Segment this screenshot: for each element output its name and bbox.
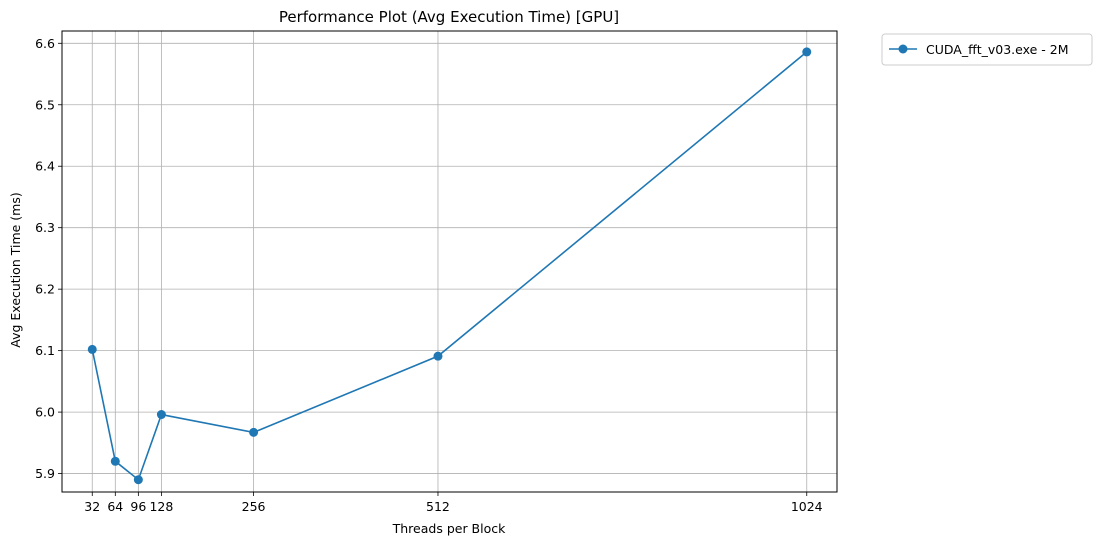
- y-tick-label: 6.0: [35, 405, 55, 420]
- legend: CUDA_fft_v03.exe - 2M: [881, 33, 1093, 66]
- y-tick-label: 6.3: [35, 220, 55, 235]
- data-point: [133, 475, 143, 485]
- legend-marker: [898, 44, 908, 54]
- data-point: [433, 351, 443, 361]
- x-tick-label: 512: [426, 499, 450, 514]
- series-layer: [87, 47, 812, 485]
- y-tick-label: 5.9: [35, 466, 55, 481]
- y-tick-label: 6.1: [35, 343, 55, 358]
- data-point: [110, 456, 120, 466]
- x-tick-label: 1024: [791, 499, 823, 514]
- x-tick-label: 128: [149, 499, 173, 514]
- y-tick-label: 6.4: [35, 159, 55, 174]
- series-line: [91, 51, 808, 482]
- data-point: [156, 410, 166, 420]
- y-tick-label: 6.2: [35, 282, 55, 297]
- x-tick-label: 64: [107, 499, 123, 514]
- legend-box: [881, 33, 1093, 66]
- x-tick-label: 32: [84, 499, 100, 514]
- y-axis-ticks: 5.9 6.0 6.1 6.2 6.3 6.4 6.5 6.6: [35, 36, 62, 481]
- legend-entry-label: CUDA_fft_v03.exe - 2M: [926, 42, 1069, 57]
- x-axis-ticks: 32 64 96 128 256 512 1024: [84, 492, 823, 514]
- plot-frame: [61, 30, 838, 493]
- chart-title: Performance Plot (Avg Execution Time) [G…: [279, 8, 619, 26]
- data-point: [87, 344, 97, 354]
- data-point: [802, 47, 812, 57]
- x-tick-label: 96: [130, 499, 146, 514]
- y-axis-label: Avg Execution Time (ms): [8, 192, 23, 347]
- y-tick-label: 6.5: [35, 97, 55, 112]
- grid-lines: [62, 31, 837, 492]
- y-tick-label: 6.6: [35, 36, 55, 51]
- x-tick-label: 256: [242, 499, 266, 514]
- x-axis-label: Threads per Block: [392, 521, 506, 536]
- data-point: [249, 427, 259, 437]
